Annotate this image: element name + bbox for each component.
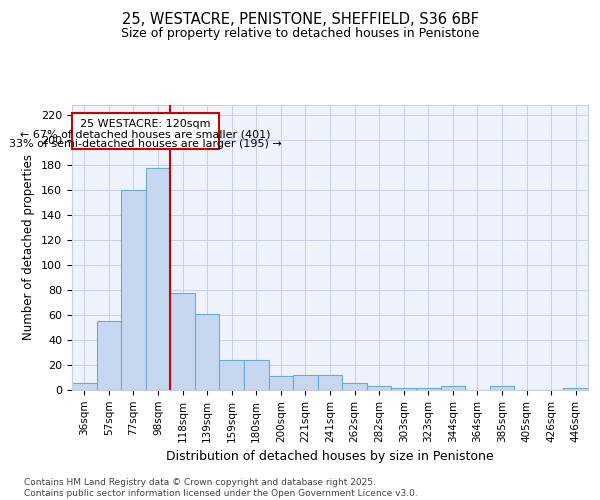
- Bar: [244, 360, 269, 390]
- Bar: [563, 388, 588, 390]
- Bar: [146, 168, 170, 390]
- Bar: [220, 360, 244, 390]
- FancyBboxPatch shape: [72, 112, 220, 149]
- Bar: [269, 376, 293, 390]
- Bar: [293, 375, 318, 390]
- Bar: [416, 388, 440, 390]
- Text: 25, WESTACRE, PENISTONE, SHEFFIELD, S36 6BF: 25, WESTACRE, PENISTONE, SHEFFIELD, S36 …: [121, 12, 479, 28]
- Text: 33% of semi-detached houses are larger (195) →: 33% of semi-detached houses are larger (…: [10, 140, 282, 149]
- Text: 25 WESTACRE: 120sqm: 25 WESTACRE: 120sqm: [80, 119, 211, 129]
- Bar: [318, 375, 342, 390]
- Bar: [342, 382, 367, 390]
- X-axis label: Distribution of detached houses by size in Penistone: Distribution of detached houses by size …: [166, 450, 494, 463]
- Y-axis label: Number of detached properties: Number of detached properties: [22, 154, 35, 340]
- Text: Size of property relative to detached houses in Penistone: Size of property relative to detached ho…: [121, 28, 479, 40]
- Text: ← 67% of detached houses are smaller (401): ← 67% of detached houses are smaller (40…: [20, 129, 271, 139]
- Bar: [490, 386, 514, 390]
- Text: Contains HM Land Registry data © Crown copyright and database right 2025.
Contai: Contains HM Land Registry data © Crown c…: [24, 478, 418, 498]
- Bar: [97, 322, 121, 390]
- Bar: [391, 388, 416, 390]
- Bar: [170, 292, 195, 390]
- Bar: [440, 386, 465, 390]
- Bar: [72, 382, 97, 390]
- Bar: [195, 314, 220, 390]
- Bar: [367, 386, 391, 390]
- Bar: [121, 190, 146, 390]
